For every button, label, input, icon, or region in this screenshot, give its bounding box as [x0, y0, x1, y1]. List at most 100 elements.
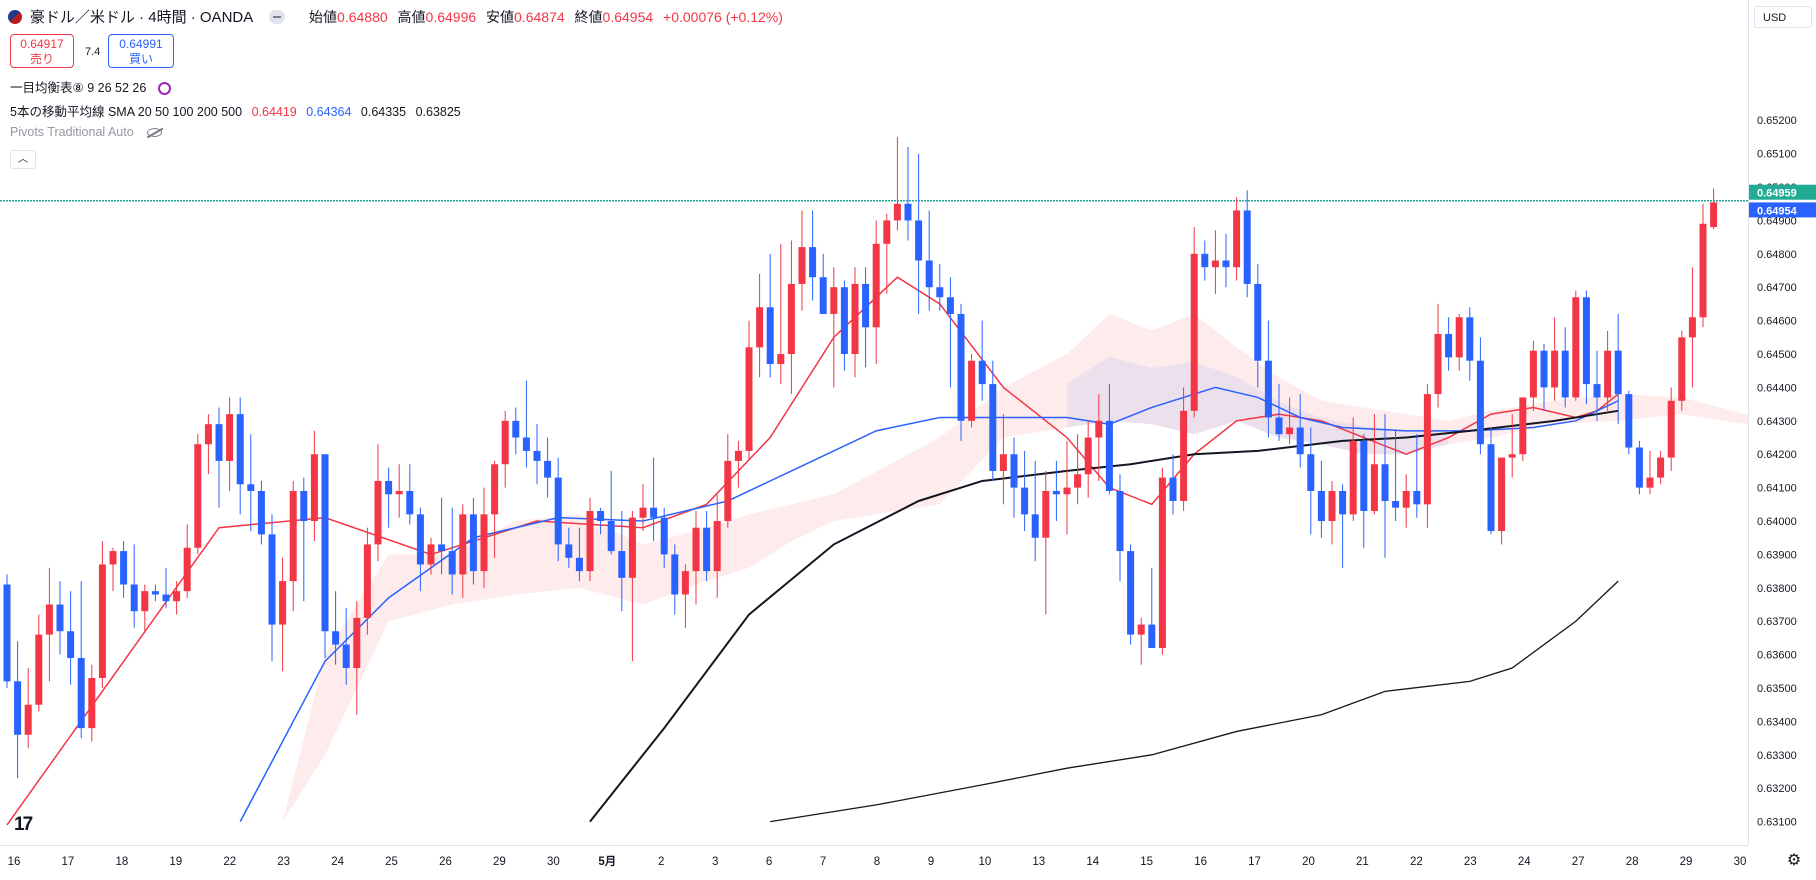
candle: [1614, 313, 1622, 425]
candle-body: [1561, 350, 1569, 398]
candle: [374, 444, 382, 562]
chart-area[interactable]: [0, 0, 1816, 845]
candle-body: [56, 604, 64, 632]
candle: [1392, 430, 1400, 522]
price-axis[interactable]: 0.652000.651000.650000.649000.648000.647…: [1748, 0, 1816, 845]
candle: [120, 541, 128, 598]
candle-body: [862, 283, 870, 328]
sell-price: 0.64917: [20, 37, 64, 51]
candle: [1667, 387, 1675, 471]
gear-icon[interactable]: ⚙: [1786, 852, 1802, 869]
candle: [35, 614, 43, 712]
candle-body: [703, 527, 711, 572]
candle: [416, 507, 424, 592]
candle: [1021, 450, 1029, 532]
candle-body: [1370, 464, 1378, 512]
candle: [809, 210, 817, 301]
sell-button[interactable]: 0.64917 売り: [10, 34, 74, 68]
candle: [247, 434, 255, 532]
candle: [173, 581, 181, 615]
pivots-legend[interactable]: Pivots Traditional Auto: [10, 125, 163, 139]
candle: [1328, 480, 1336, 545]
candle: [745, 320, 753, 461]
candle: [1572, 290, 1580, 401]
time-axis[interactable]: 16 17 18 19 22 23 24 25 26 29 30 5月 2 3 6 7 8 9 10 13 14 15 16…: [0, 845, 1748, 875]
candle-body: [565, 544, 573, 558]
candle: [1604, 330, 1612, 411]
candle: [713, 494, 721, 598]
candle-body: [1455, 317, 1463, 358]
time-axis-svg: 16 17 18 19 22 23 24 25 26 29 30 5月 2 3 6 7 8 9 10 13 14 15 16…: [8, 855, 1747, 868]
candle-body: [893, 203, 901, 221]
buy-button[interactable]: 0.64991 買い: [108, 34, 174, 68]
candle: [459, 504, 467, 598]
candle-body: [427, 544, 435, 565]
candle: [1360, 434, 1368, 548]
candle: [671, 544, 679, 615]
candle-body: [448, 551, 456, 575]
eye-off-icon[interactable]: [147, 128, 163, 137]
time-tick-label: 30: [1734, 856, 1747, 868]
time-tick-label: 5月: [598, 855, 616, 868]
ichimoku-legend[interactable]: 一目均衡表⑧ 9 26 52 26: [10, 77, 171, 96]
candle-body: [798, 247, 806, 284]
candle-body: [204, 424, 212, 445]
candle-body: [109, 551, 117, 565]
time-tick-label: 13: [1032, 856, 1045, 868]
price-axis-svg: 0.652000.651000.650000.649000.648000.647…: [1749, 115, 1816, 829]
candle: [1063, 440, 1071, 535]
candle-body: [459, 514, 467, 575]
candle: [1317, 460, 1325, 538]
candle-body: [1254, 283, 1262, 361]
sma-name: 5本の移動平均線: [10, 105, 105, 119]
candle-body: [1307, 454, 1315, 491]
candle-body: [342, 644, 350, 668]
candle: [469, 497, 477, 585]
candle: [1095, 394, 1103, 481]
candle-body: [745, 347, 753, 451]
candle: [1264, 320, 1272, 438]
symbol-title[interactable]: 豪ドル／米ドル · 4時間 · OANDA: [29, 9, 254, 26]
sma20-value: 0.64419: [251, 105, 297, 119]
price-tick-label: 0.64400: [1757, 382, 1797, 394]
candle: [1646, 450, 1654, 495]
candle-body: [236, 414, 244, 485]
candle-body: [575, 557, 583, 572]
minimize-icon[interactable]: [269, 10, 286, 24]
candle-body: [522, 437, 530, 451]
candle: [1339, 484, 1347, 568]
candle-body: [268, 534, 276, 625]
ichimoku-cloud: [282, 313, 1816, 822]
candle: [1211, 230, 1219, 294]
collapse-legend-button[interactable]: ︿: [10, 150, 36, 169]
candle-body: [734, 450, 742, 461]
candle: [1010, 437, 1018, 518]
candle: [1370, 414, 1378, 515]
candle: [1148, 567, 1156, 648]
candle: [618, 511, 626, 612]
candle-body: [978, 360, 986, 385]
candle-body: [24, 704, 32, 735]
candle-body: [1317, 490, 1325, 522]
currency-button[interactable]: USD: [1754, 6, 1812, 28]
candle-body: [1158, 477, 1166, 648]
candle: [279, 557, 287, 672]
candle-body: [1180, 410, 1188, 501]
price-chart[interactable]: [0, 0, 1816, 845]
candle: [703, 511, 711, 582]
candle: [1074, 434, 1082, 505]
candle-body: [1678, 337, 1686, 401]
candle: [830, 267, 838, 388]
candle: [1635, 440, 1643, 495]
candle: [1402, 474, 1410, 528]
candle-body: [194, 444, 202, 548]
sma-legend[interactable]: 5本の移動平均線 SMA 20 50 100 200 500 0.64419 0…: [10, 101, 461, 120]
sell-label: 売り: [29, 52, 54, 66]
tradingview-logo[interactable]: 17: [14, 814, 33, 835]
candle: [1476, 337, 1484, 455]
time-tick-label: 19: [169, 856, 182, 868]
candle-body: [1339, 490, 1347, 515]
candle-body: [1699, 223, 1707, 318]
candle-body: [438, 544, 446, 552]
candle: [957, 303, 965, 441]
